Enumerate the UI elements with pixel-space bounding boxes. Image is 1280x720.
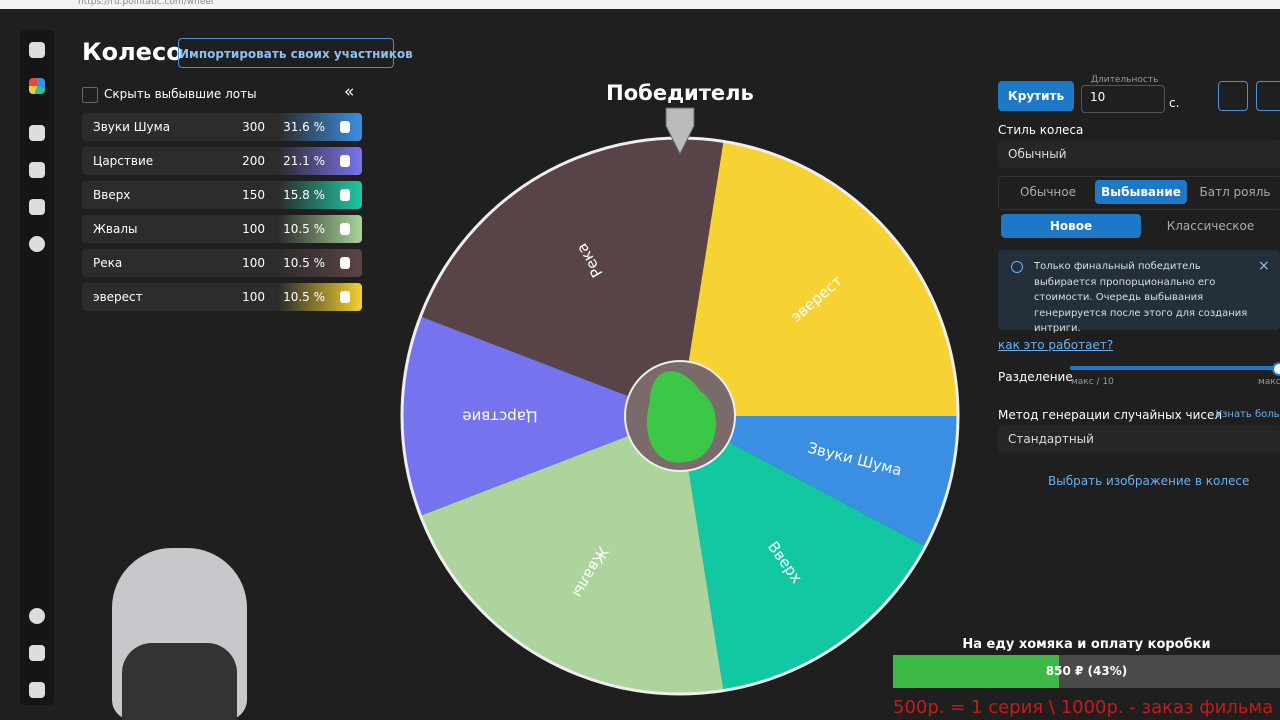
lot-percent: 10.5 %: [283, 290, 325, 304]
mode-tab[interactable]: Батл рояль: [1199, 185, 1271, 199]
image-select[interactable]: Выбрать изображение в колесе: [1048, 474, 1250, 488]
icon-help[interactable]: [29, 236, 45, 252]
music-button[interactable]: [1256, 81, 1280, 111]
lot-icon: [340, 223, 350, 235]
icon-shield[interactable]: [29, 199, 45, 215]
lot-row: Жвалы 100 10.5 %: [82, 215, 362, 243]
how-link[interactable]: как это работает?: [998, 338, 1114, 352]
info-icon: [1011, 261, 1023, 273]
collapse-button[interactable]: «: [344, 82, 355, 102]
style-label: Стиль колеса: [998, 123, 1084, 137]
lot-row: Река 100 10.5 %: [82, 249, 362, 277]
lot-name: Звуки Шума: [93, 120, 171, 134]
icon-auction[interactable]: [29, 42, 45, 58]
duration-value: 10: [1090, 90, 1106, 104]
lot-row: эверест 100 10.5 %: [82, 283, 362, 311]
lot-row: Звуки Шума 300 31.6 %: [82, 113, 362, 141]
goal-progress: 850 ₽ (43%): [1045, 664, 1128, 678]
lot-name: Река: [93, 256, 123, 270]
lot-percent: 21.1 %: [283, 154, 325, 168]
split-slider[interactable]: [1070, 366, 1280, 370]
submode-tab[interactable]: Новое: [1001, 214, 1141, 238]
icon-telegram[interactable]: [29, 645, 45, 661]
lot-amount: 200: [242, 154, 265, 168]
spin-button[interactable]: Крутить: [998, 81, 1074, 111]
mode-tab[interactable]: Обычное: [1020, 185, 1076, 199]
info-close[interactable]: ×: [1258, 258, 1270, 274]
duration-input[interactable]: [1081, 85, 1165, 113]
lot-icon: [340, 189, 350, 201]
rng-label: Метод генерации случайных чисел: [998, 408, 1223, 422]
duration-label: Длительность: [1088, 75, 1162, 85]
style-select[interactable]: Обычный: [998, 140, 1280, 168]
lot-icon: [340, 291, 350, 303]
lot-row: Царствие 200 21.1 %: [82, 147, 362, 175]
lot-name: эверест: [93, 290, 143, 304]
lot-icon: [340, 257, 350, 269]
icon-wheel[interactable]: [29, 78, 45, 94]
dice-button[interactable]: [1218, 81, 1248, 111]
lot-percent: 10.5 %: [283, 256, 325, 270]
rng-more[interactable]: Узнать больше: [1216, 409, 1280, 420]
wheel-pointer: [665, 107, 695, 156]
sidebar: [20, 30, 54, 705]
lot-amount: 100: [242, 256, 265, 270]
seconds-label: с.: [1169, 96, 1180, 110]
goal-title: На еду хомяка и оплату коробки: [962, 637, 1211, 652]
rng-select[interactable]: Стандартный: [998, 425, 1280, 453]
hide-checkbox[interactable]: [82, 87, 98, 103]
lot-name: Вверх: [93, 188, 131, 202]
hub-image: [646, 371, 717, 463]
lot-name: Царствие: [93, 154, 154, 168]
submode-tab[interactable]: Классическое: [1166, 219, 1255, 233]
goal-bar: [893, 655, 1280, 688]
icon-settings[interactable]: [29, 125, 45, 141]
page-title: Колесо: [82, 38, 183, 66]
goal-fill: [893, 655, 1060, 688]
split-handle[interactable]: [1272, 362, 1280, 376]
wheel-title: Победитель: [606, 81, 754, 105]
url-bar[interactable]: https://ru.pointauc.com/wheel: [0, 0, 1280, 9]
icon-layers[interactable]: [29, 162, 45, 178]
lot-percent: 31.6 %: [283, 120, 325, 134]
split-max: макс: [1258, 377, 1280, 387]
import-button[interactable]: Импортировать своих участников: [178, 38, 413, 68]
lot-row: Вверх 150 15.8 %: [82, 181, 362, 209]
wheel-segment: [680, 141, 958, 416]
lot-amount: 100: [242, 222, 265, 236]
lot-amount: 150: [242, 188, 265, 202]
lot-icon: [340, 121, 350, 133]
wheel-segment: [680, 416, 958, 547]
hamster-avatar: [112, 548, 247, 720]
lot-percent: 15.8 %: [283, 188, 325, 202]
info-text: Только финальный победитель выбирается п…: [1034, 261, 1248, 334]
lot-percent: 10.5 %: [283, 222, 325, 236]
mode-tabs: [998, 176, 1280, 210]
wheel-segment: [402, 316, 680, 516]
icon-github[interactable]: [29, 608, 45, 624]
lot-amount: 300: [242, 120, 265, 134]
mode-tab[interactable]: Выбывание: [1095, 180, 1187, 204]
lot-icon: [340, 155, 350, 167]
hide-label: Скрыть выбывшие лоты: [104, 87, 257, 101]
icon-donate[interactable]: [29, 682, 45, 698]
split-min: макс / 10: [1071, 377, 1114, 387]
wheel-segment: [680, 416, 926, 691]
lot-name: Жвалы: [93, 222, 138, 236]
lot-amount: 100: [242, 290, 265, 304]
split-label: Разделение: [998, 370, 1073, 384]
info-box: [998, 250, 1280, 330]
segment-label: Царствие: [462, 408, 537, 426]
goal-ticker: 500р. = 1 серия \ 1000р. - заказ фильма: [893, 697, 1274, 718]
